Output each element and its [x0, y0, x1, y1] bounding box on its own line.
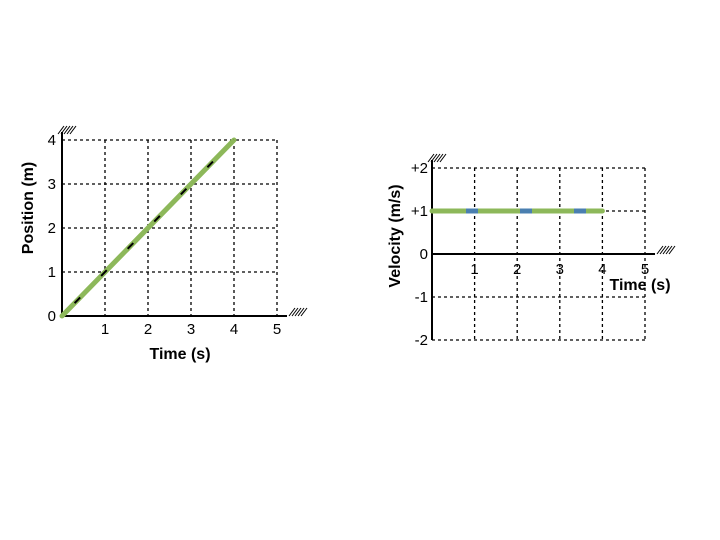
position-time-chart: 1 2 3 4 5 0 1 2 3 4 Time (s) Position (m) [20, 125, 308, 363]
position-axes [61, 132, 287, 317]
velocity-y-axis-hatch [433, 153, 441, 163]
position-x-tick-labels: 1 2 3 4 5 [101, 321, 281, 338]
velocity-x-tick-label: 2 [513, 261, 521, 278]
velocity-y-axis-hatch [430, 153, 438, 163]
position-series-line [59, 137, 237, 319]
position-y-axis-hatch [69, 125, 77, 135]
position-y-tick-labels: 0 1 2 3 4 [48, 132, 56, 325]
position-series [59, 137, 237, 319]
position-x-tick-label: 3 [187, 321, 195, 338]
position-y-tick-label: 1 [48, 264, 56, 281]
velocity-time-chart: 1 2 3 4 5 +2 +1 0 -1 -2 Time (s) Velocity (m/s) [387, 153, 676, 349]
velocity-y-tick-label: +2 [411, 160, 428, 177]
position-y-axis-hatch [63, 125, 71, 135]
position-y-axis-hatch [66, 125, 74, 135]
velocity-y-axis-hatch [439, 153, 447, 163]
velocity-x-tick-label: 1 [470, 261, 478, 278]
position-x-axis-hatch [297, 307, 305, 317]
velocity-x-axis-hatch [656, 245, 664, 255]
velocity-x-axis-hatch [668, 245, 676, 255]
position-x-tick-label: 4 [230, 321, 238, 338]
velocity-axes [431, 160, 655, 340]
position-x-tick-label: 5 [273, 321, 281, 338]
velocity-axis-hatch-marks [427, 153, 676, 255]
velocity-y-tick-label: 0 [420, 246, 428, 263]
velocity-x-tick-label: 4 [598, 261, 606, 278]
position-x-axis-hatch [300, 307, 308, 317]
velocity-x-tick-labels: 1 2 3 4 5 [470, 261, 649, 278]
velocity-x-tick-label: 5 [641, 261, 649, 278]
position-y-tick-label: 2 [48, 220, 56, 237]
position-x-axis-hatch [291, 307, 299, 317]
velocity-y-axis-hatch [427, 153, 435, 163]
velocity-y-axis-hatch [436, 153, 444, 163]
position-axis-hatch-marks [57, 125, 308, 317]
position-y-tick-label: 4 [48, 132, 56, 149]
velocity-y-tick-labels: +2 +1 0 -1 -2 [411, 160, 428, 349]
velocity-y-tick-label: -2 [415, 332, 428, 349]
velocity-x-axis-hatch [665, 245, 673, 255]
position-y-axis-hatch [57, 125, 65, 135]
position-grid [62, 139, 278, 316]
velocity-y-tick-label: -1 [415, 289, 428, 306]
position-y-axis-hatch [60, 125, 68, 135]
velocity-x-tick-label: 3 [556, 261, 564, 278]
position-y-tick-label: 3 [48, 176, 56, 193]
position-x-tick-label: 2 [144, 321, 152, 338]
velocity-x-axis-hatch [659, 245, 667, 255]
position-x-axis-label: Time (s) [149, 346, 210, 363]
position-y-tick-label: 0 [48, 308, 56, 325]
position-y-axis-label: Position (m) [20, 162, 37, 254]
velocity-y-axis-label: Velocity (m/s) [387, 184, 404, 287]
position-x-axis-hatch [294, 307, 302, 317]
position-x-tick-label: 1 [101, 321, 109, 338]
velocity-y-tick-label: +1 [411, 203, 428, 220]
velocity-x-axis-hatch [662, 245, 670, 255]
velocity-x-axis-label: Time (s) [609, 277, 670, 294]
position-x-axis-hatch [288, 307, 296, 317]
